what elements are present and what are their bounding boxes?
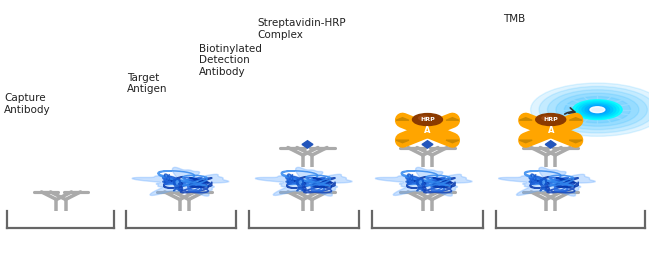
Text: HRP: HRP <box>543 117 558 122</box>
Polygon shape <box>422 141 433 148</box>
Polygon shape <box>519 118 532 120</box>
Circle shape <box>588 106 606 113</box>
Polygon shape <box>396 118 409 120</box>
Text: Biotinylated
Detection
Antibody: Biotinylated Detection Antibody <box>198 44 261 77</box>
Polygon shape <box>375 167 472 196</box>
Circle shape <box>564 96 630 123</box>
Text: A: A <box>424 126 431 135</box>
Circle shape <box>582 103 613 116</box>
Circle shape <box>579 102 616 117</box>
Circle shape <box>594 108 601 111</box>
Polygon shape <box>446 140 459 143</box>
Polygon shape <box>446 118 459 120</box>
Circle shape <box>590 107 605 113</box>
Circle shape <box>539 86 650 133</box>
Text: HRP: HRP <box>420 117 435 122</box>
Circle shape <box>419 116 429 120</box>
Text: A: A <box>547 126 554 135</box>
Circle shape <box>530 83 650 136</box>
Polygon shape <box>569 140 582 143</box>
Polygon shape <box>302 141 313 148</box>
Text: Streptavidin-HRP
Complex: Streptavidin-HRP Complex <box>257 18 346 40</box>
Text: Capture
Antibody: Capture Antibody <box>4 93 51 115</box>
Circle shape <box>592 107 604 112</box>
Polygon shape <box>499 167 595 196</box>
Circle shape <box>573 100 622 120</box>
Circle shape <box>547 90 647 129</box>
Circle shape <box>541 116 552 120</box>
Polygon shape <box>255 167 352 196</box>
Circle shape <box>585 105 610 115</box>
Text: Target
Antigen: Target Antigen <box>127 73 168 94</box>
Text: TMB: TMB <box>503 14 526 24</box>
Polygon shape <box>545 141 556 148</box>
Circle shape <box>556 93 639 126</box>
Polygon shape <box>132 167 229 196</box>
Circle shape <box>576 101 619 118</box>
Polygon shape <box>569 118 582 120</box>
Polygon shape <box>396 140 409 143</box>
Circle shape <box>536 114 566 126</box>
Polygon shape <box>519 140 532 143</box>
Circle shape <box>413 114 443 126</box>
